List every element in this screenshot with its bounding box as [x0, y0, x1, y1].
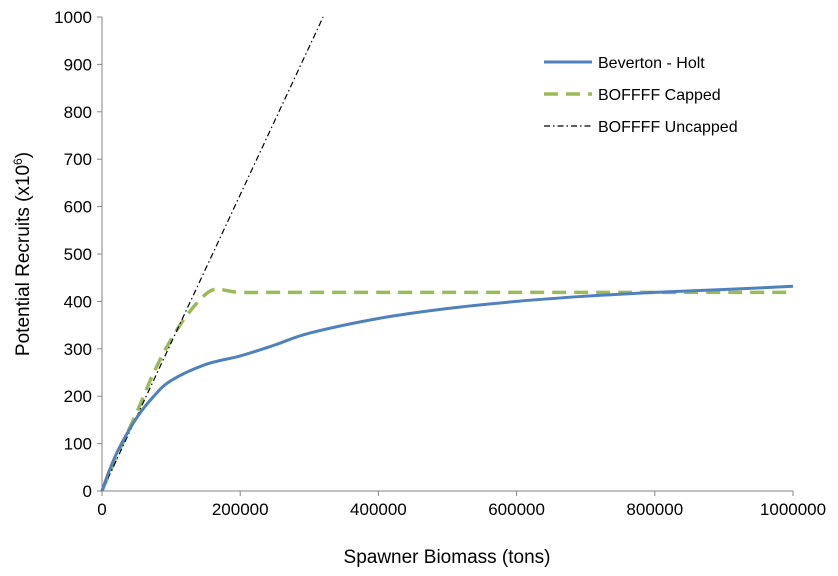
legend: Beverton - Holt BOFFFF Capped BOFFFF Uncap… — [544, 55, 738, 136]
series-line-boffff-uncapped — [101, 16, 324, 492]
legend-label: BOFFFF Uncapped — [598, 119, 738, 136]
legend-label: BOFFFF Capped — [598, 87, 721, 104]
series-line-boffff-capped — [100, 287, 793, 492]
y-tick-label: 400 — [64, 292, 92, 311]
x-tick-label: 200000 — [212, 500, 269, 519]
y-tick-label: 300 — [64, 340, 92, 359]
x-tick-label: 400000 — [350, 500, 407, 519]
x-tick-label: 0 — [97, 500, 106, 519]
axes — [97, 16, 794, 496]
x-axis-title: Spawner Biomass (tons) — [344, 547, 551, 568]
legend-label: Beverton - Holt — [598, 55, 705, 72]
y-axis-title-main: Potential Recruits (x10 — [13, 165, 34, 356]
x-tick-label: 600000 — [488, 500, 545, 519]
y-tick-label: 100 — [64, 435, 92, 454]
series-layer — [100, 16, 794, 492]
y-tick-label: 500 — [64, 245, 92, 264]
y-tick-label: 200 — [64, 387, 92, 406]
tick-labels: 0 100 200 300 400 500 600 700 800 900 1000 0 200000 4… — [54, 8, 826, 519]
y-axis-title-close: ) — [13, 152, 34, 158]
y-axis-title: Potential Recruits (x106) — [11, 152, 34, 356]
y-axis-title-sup: 6 — [11, 158, 25, 165]
y-tick-label: 900 — [64, 55, 92, 74]
y-tick-label: 600 — [64, 198, 92, 217]
y-tick-label: 800 — [64, 103, 92, 122]
series-line-beverton-holt — [100, 284, 794, 492]
y-tick-label: 0 — [83, 482, 92, 501]
x-tick-label: 800000 — [626, 500, 683, 519]
x-tick-label: 1000000 — [760, 500, 826, 519]
y-tick-label: 1000 — [54, 8, 92, 27]
y-tick-label: 700 — [64, 150, 92, 169]
